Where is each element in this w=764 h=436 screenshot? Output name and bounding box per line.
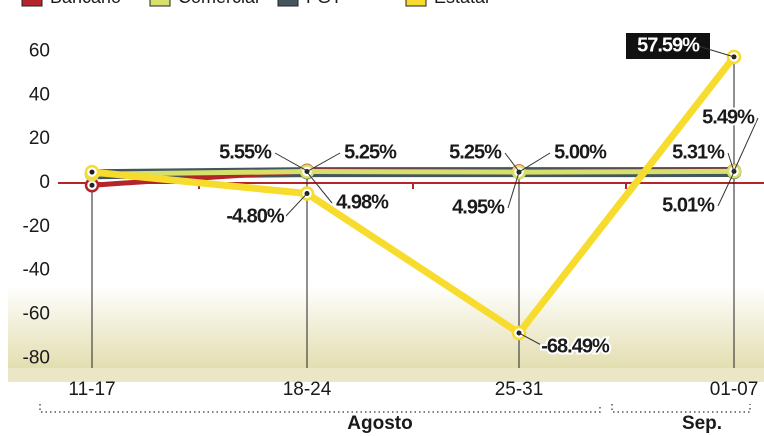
leader	[284, 193, 308, 218]
value-label: 5.25%	[449, 141, 502, 163]
legend-label: Comercial	[178, 0, 259, 7]
legend-swatch	[405, 0, 427, 7]
leader	[717, 171, 735, 207]
leader	[306, 152, 341, 172]
legend-swatch	[277, 0, 299, 7]
legend-label: Estatal	[434, 0, 489, 7]
y-tick-label: -60	[23, 303, 50, 324]
bracket	[611, 404, 751, 413]
value-label: 5.00%	[554, 141, 607, 163]
value-label: 5.25%	[344, 141, 397, 163]
value-label: 5.31%	[672, 141, 725, 163]
y-tick-label: -20	[23, 216, 50, 237]
plot-shade	[8, 285, 764, 368]
y-tick-label: 60	[29, 41, 50, 62]
group-label: Agosto	[347, 413, 412, 434]
legend-label: Bancario	[50, 0, 121, 7]
y-tick-label: 0	[39, 172, 50, 193]
label-box	[626, 33, 710, 59]
series-line	[91, 54, 737, 337]
x-tick-label: 25-31	[495, 379, 544, 400]
value-label: 5.49%	[702, 106, 755, 128]
legend-label: FGT	[306, 0, 342, 7]
axis-band	[8, 368, 764, 382]
x-tick-label: 11-17	[68, 379, 115, 400]
y-tick-label: 20	[29, 128, 50, 149]
leader	[727, 152, 735, 172]
group-brackets	[39, 404, 751, 413]
x-tick-label: 01-07	[710, 379, 759, 400]
series-line	[91, 168, 735, 177]
leader	[507, 172, 520, 209]
leader	[733, 117, 759, 172]
leader	[274, 152, 308, 172]
value-label: 5.55%	[219, 141, 272, 163]
point-center	[89, 169, 95, 175]
x-tick-label: 18-24	[283, 379, 332, 400]
value-label: 4.95%	[452, 196, 505, 218]
bracket	[39, 404, 601, 413]
value-label: -68.49%	[541, 335, 610, 357]
group-label: Sep.	[682, 413, 722, 434]
legend-swatch	[21, 0, 43, 7]
value-label: 5.01%	[662, 194, 715, 216]
leader	[306, 171, 333, 204]
leader	[518, 332, 546, 348]
legend-swatch	[149, 0, 171, 7]
point-center	[89, 182, 95, 188]
y-tick-label: -40	[23, 260, 50, 281]
value-label: -4.80%	[226, 205, 285, 227]
leader	[697, 45, 735, 58]
value-label: 4.98%	[336, 191, 389, 213]
leader	[504, 152, 520, 172]
leader	[518, 152, 551, 173]
y-tick-label: 40	[29, 84, 50, 105]
y-tick-label: -80	[23, 347, 50, 368]
value-label: 57.59%	[637, 34, 700, 56]
